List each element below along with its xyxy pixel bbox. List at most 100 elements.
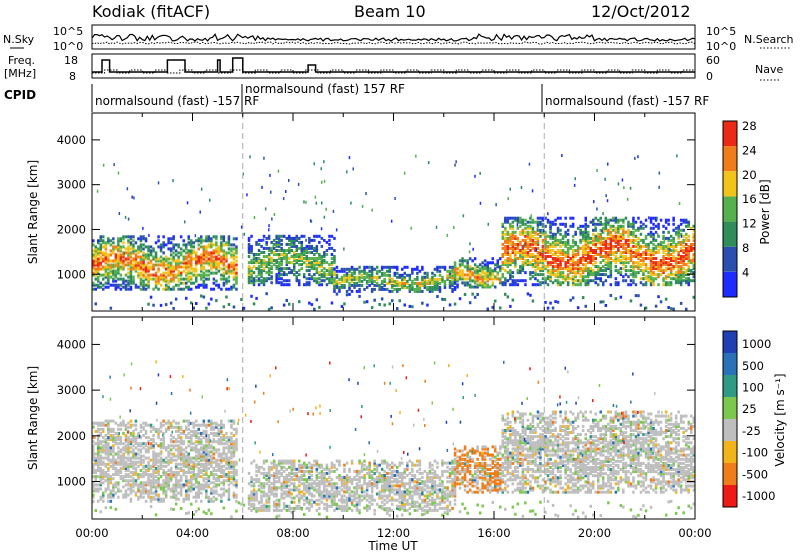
power-cell (451, 275, 454, 279)
power-cell (519, 279, 522, 283)
power-cell (328, 271, 331, 275)
vel-cell (119, 448, 123, 452)
vel-cell (185, 460, 188, 464)
power-cell (288, 234, 291, 238)
power-cell (388, 265, 391, 269)
vel-cell (207, 450, 211, 454)
power-cell (524, 238, 527, 242)
power-cell (222, 273, 226, 277)
vel-cell (174, 466, 178, 470)
vel-cell (102, 446, 105, 450)
power-cell (114, 285, 118, 289)
vel-cell (109, 495, 113, 499)
power-cell (298, 283, 301, 287)
power-cell (657, 244, 660, 248)
power-cell (614, 257, 618, 260)
power-cell (343, 275, 346, 279)
power-cell (308, 236, 311, 240)
power-cell (564, 255, 567, 258)
power-cell (556, 279, 560, 283)
power-cell (396, 275, 399, 279)
power-cell (566, 267, 570, 271)
power-cell (649, 283, 653, 287)
power-cell (423, 283, 427, 287)
power-cell (177, 259, 180, 263)
power-cell (373, 298, 376, 302)
power-cell (132, 257, 135, 261)
power-cell (559, 228, 562, 232)
power-cell (448, 273, 452, 277)
power-cell (380, 267, 384, 271)
power-cell (127, 255, 130, 259)
power-cell (617, 218, 620, 222)
power-cell (438, 285, 442, 289)
power-cell (692, 267, 695, 271)
power-cell (310, 303, 314, 307)
power-cell (365, 275, 369, 279)
power-cell (315, 263, 319, 267)
power-cell (426, 287, 429, 291)
vel-cell (174, 421, 178, 425)
power-cell (255, 242, 258, 246)
vel-cell (137, 464, 140, 468)
vel-cell (182, 419, 185, 423)
power-cell (604, 228, 608, 232)
vel-cell (114, 458, 118, 462)
vel-cell (142, 427, 145, 431)
vel-cell (154, 489, 158, 493)
vel-cell (124, 450, 128, 454)
power-cell (682, 234, 685, 238)
vel-cell (122, 479, 125, 483)
power-cell (320, 275, 324, 279)
power-cell (255, 279, 258, 283)
vel-cell (97, 438, 100, 442)
date-title: 12/Oct/2012 (591, 2, 691, 21)
power-cell (594, 281, 597, 285)
power-cell (481, 271, 484, 275)
vel-cell (190, 446, 193, 450)
vel-cell (122, 466, 125, 470)
power-cell (581, 296, 585, 300)
vel-cell (132, 452, 135, 456)
power-cell (325, 277, 329, 281)
power-cell (491, 273, 494, 277)
power-cell (531, 271, 535, 275)
power-cell (692, 249, 695, 252)
power-cell (97, 275, 100, 279)
vel-cell (164, 485, 168, 489)
power-cell (147, 249, 150, 253)
vel-cell (179, 485, 183, 489)
power-cell (534, 246, 537, 250)
power-cell (662, 236, 665, 240)
power-cell (589, 269, 592, 273)
power-cell (109, 259, 113, 263)
power-cell (672, 216, 675, 220)
power-cell (501, 261, 504, 265)
power-cell (212, 261, 216, 265)
power-cell (574, 249, 577, 252)
vel-cell (119, 477, 123, 481)
power-cell (391, 279, 394, 283)
power-cell (592, 240, 595, 244)
power-cell (308, 238, 311, 242)
power-cell (142, 243, 145, 247)
vel-cell (124, 469, 128, 472)
power-cell (348, 287, 351, 291)
power-cell (627, 249, 630, 252)
power-cell (313, 263, 316, 267)
power-cell (235, 275, 238, 279)
power-cell (230, 263, 233, 267)
power-cell (637, 244, 640, 248)
power-cell (343, 283, 346, 287)
power-cell (167, 237, 170, 241)
vel-cell (195, 436, 198, 440)
power-cell (303, 246, 306, 250)
power-cell (649, 275, 653, 279)
vel-cell (207, 444, 211, 448)
power-cell (506, 271, 510, 275)
power-cell (190, 259, 193, 263)
vel-cell (147, 450, 150, 454)
vel-cell (139, 473, 143, 477)
vel-cell (200, 434, 203, 437)
power-cell (559, 253, 562, 256)
